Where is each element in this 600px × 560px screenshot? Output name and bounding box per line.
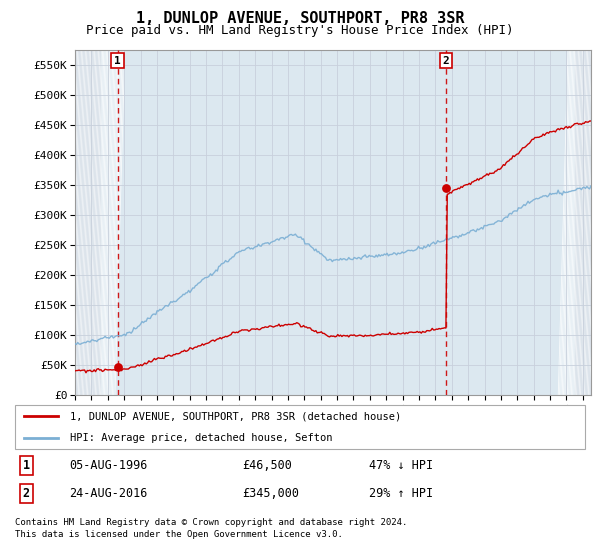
Text: 1: 1 <box>23 459 30 472</box>
Text: 1, DUNLOP AVENUE, SOUTHPORT, PR8 3SR (detached house): 1, DUNLOP AVENUE, SOUTHPORT, PR8 3SR (de… <box>70 411 401 421</box>
Text: £46,500: £46,500 <box>242 459 292 472</box>
FancyBboxPatch shape <box>15 405 585 449</box>
Text: 24-AUG-2016: 24-AUG-2016 <box>70 487 148 500</box>
Text: 05-AUG-1996: 05-AUG-1996 <box>70 459 148 472</box>
Text: £345,000: £345,000 <box>242 487 299 500</box>
Text: 1, DUNLOP AVENUE, SOUTHPORT, PR8 3SR: 1, DUNLOP AVENUE, SOUTHPORT, PR8 3SR <box>136 11 464 26</box>
Text: Contains HM Land Registry data © Crown copyright and database right 2024.: Contains HM Land Registry data © Crown c… <box>15 518 407 527</box>
Point <box>441 184 451 193</box>
Text: 47% ↓ HPI: 47% ↓ HPI <box>369 459 433 472</box>
Text: 2: 2 <box>23 487 30 500</box>
Text: HPI: Average price, detached house, Sefton: HPI: Average price, detached house, Seft… <box>70 433 332 443</box>
Text: Price paid vs. HM Land Registry's House Price Index (HPI): Price paid vs. HM Land Registry's House … <box>86 24 514 36</box>
Text: 1: 1 <box>114 55 121 66</box>
Text: This data is licensed under the Open Government Licence v3.0.: This data is licensed under the Open Gov… <box>15 530 343 539</box>
Text: 29% ↑ HPI: 29% ↑ HPI <box>369 487 433 500</box>
Point <box>113 362 122 371</box>
Text: 2: 2 <box>443 55 449 66</box>
